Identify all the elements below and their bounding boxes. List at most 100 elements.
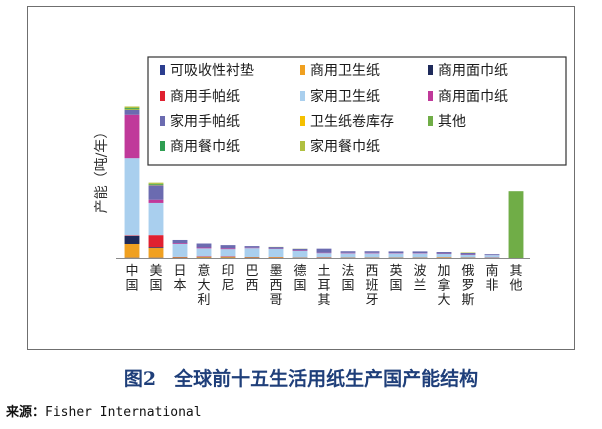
source-label: 来源： bbox=[6, 405, 46, 420]
legend-swatch bbox=[300, 116, 305, 126]
figure-number: 图2 bbox=[123, 368, 157, 390]
legend-label: 商用面巾纸 bbox=[438, 63, 508, 79]
bar-segment-9-4 bbox=[340, 253, 356, 258]
bar-segment-2-5 bbox=[172, 243, 188, 244]
bar-segment-0-2 bbox=[124, 235, 140, 244]
bar-segment-14-4 bbox=[460, 254, 476, 258]
legend-label: 家用手帕纸 bbox=[170, 113, 240, 130]
bar-segment-3-4 bbox=[196, 248, 212, 257]
bar-segment-14-6 bbox=[460, 253, 476, 255]
x-tick-label: 墨西哥 bbox=[269, 264, 282, 308]
bar-segment-3-6 bbox=[196, 243, 212, 248]
x-tick-label: 土耳其 bbox=[317, 264, 330, 308]
bar-segment-4-4 bbox=[220, 249, 236, 257]
legend-label: 商用卫生纸 bbox=[310, 63, 380, 79]
bar-segment-2-6 bbox=[172, 239, 188, 244]
legend-swatch bbox=[160, 91, 165, 101]
bar-segment-1-5 bbox=[148, 199, 164, 203]
y-axis-label: 产能（吨/年） bbox=[94, 125, 110, 214]
bar-segment-0-6 bbox=[124, 109, 140, 115]
bar-segment-6-6 bbox=[268, 247, 284, 249]
x-tick-label: 俄罗斯 bbox=[461, 264, 474, 308]
bar-segment-16-8 bbox=[508, 191, 524, 258]
x-tick-label: 西班牙 bbox=[365, 264, 378, 308]
x-tick-label: 日本 bbox=[173, 264, 186, 294]
legend-swatch bbox=[300, 65, 305, 75]
x-tick-label: 德国 bbox=[293, 264, 306, 294]
x-tick-label: 英国 bbox=[389, 264, 402, 294]
bar-segment-15-6 bbox=[484, 254, 500, 255]
bar-segment-4-1 bbox=[220, 257, 236, 258]
legend-label: 卫生纸卷库存 bbox=[310, 114, 394, 130]
bar-segment-1-9 bbox=[148, 183, 164, 185]
source-line: 来源：Fisher International bbox=[6, 401, 202, 420]
legend-swatch bbox=[428, 91, 433, 101]
legend-label: 家用餐巾纸 bbox=[310, 138, 380, 155]
bar-segment-4-5 bbox=[220, 248, 236, 250]
bar-segment-0-1 bbox=[124, 243, 140, 258]
legend-box bbox=[147, 56, 567, 166]
bar-segment-8-4 bbox=[316, 253, 332, 258]
x-tick-label: 美国 bbox=[149, 264, 162, 294]
bar-segment-5-4 bbox=[244, 248, 260, 258]
legend-swatch bbox=[300, 91, 305, 101]
legend-swatch bbox=[300, 141, 305, 151]
x-tick-label: 其他 bbox=[509, 264, 522, 294]
legend-swatch bbox=[160, 65, 165, 75]
bar-segment-1-4 bbox=[148, 202, 164, 236]
x-tick-label: 中国 bbox=[125, 264, 138, 294]
legend-label: 商用面巾纸 bbox=[438, 89, 508, 105]
bar-segment-1-3 bbox=[148, 235, 164, 248]
bar-segment-4-6 bbox=[220, 245, 236, 249]
figure-title: 全球前十五生活用纸生产国产能结构 bbox=[174, 368, 479, 390]
x-tick-label: 加拿大 bbox=[437, 264, 450, 308]
bar-segment-1-6 bbox=[148, 185, 164, 200]
bar-segment-12-4 bbox=[412, 253, 428, 258]
x-tick-label: 巴西 bbox=[245, 264, 258, 294]
bar-segment-15-4 bbox=[484, 255, 500, 258]
legend-label: 可吸收性衬垫 bbox=[170, 63, 254, 79]
bar-segment-6-1 bbox=[268, 257, 284, 258]
figure-caption: 图2 全球前十五生活用纸生产国产能结构 bbox=[0, 364, 602, 391]
bar-segment-9-6 bbox=[340, 251, 356, 253]
x-tick-label: 印尼 bbox=[221, 264, 234, 294]
legend-label: 商用餐巾纸 bbox=[170, 139, 240, 155]
bar-segment-12-6 bbox=[412, 251, 428, 254]
x-tick-label: 意大利 bbox=[197, 263, 210, 308]
bar-segment-0-10 bbox=[124, 106, 140, 109]
stacked-bar-chart: 产能（吨/年） 中国美国日本意大利印尼巴西墨西哥德国土耳其法国西班牙英国波兰加拿… bbox=[94, 56, 567, 308]
bar-segment-5-6 bbox=[244, 246, 260, 248]
bar-segment-3-5 bbox=[196, 247, 212, 249]
bar-segment-11-6 bbox=[388, 251, 404, 254]
bar-segment-13-6 bbox=[436, 252, 452, 254]
bar-segment-2-4 bbox=[172, 243, 188, 257]
bar-segment-1-10 bbox=[148, 182, 164, 184]
bar-segment-0-5 bbox=[124, 114, 140, 159]
bar-segment-0-9 bbox=[124, 108, 140, 110]
chart-frame: 产能（吨/年） 中国 美国 日本 意大利 印尼 巴西 墨西哥 德国 土耳其 法国 西班牙 英国 波兰 加拿… bbox=[27, 6, 575, 350]
bar-segment-6-4 bbox=[268, 248, 284, 258]
x-tick-label: 南非 bbox=[485, 263, 498, 294]
legend-swatch bbox=[428, 65, 433, 75]
bar-segment-3-1 bbox=[196, 257, 212, 258]
bar-segment-10-4 bbox=[364, 253, 380, 258]
bar-segment-0-4 bbox=[124, 158, 140, 236]
bar-segment-8-6 bbox=[316, 248, 332, 253]
legend-swatch bbox=[160, 116, 165, 126]
bar-segment-13-4 bbox=[436, 253, 452, 258]
bar-segment-7-4 bbox=[292, 250, 308, 258]
x-tick-label: 波兰 bbox=[413, 264, 426, 294]
x-tick-label: 法国 bbox=[341, 264, 354, 294]
legend-label: 其他 bbox=[438, 114, 466, 130]
bar-segment-1-1 bbox=[148, 248, 164, 258]
legend-swatch bbox=[428, 116, 433, 126]
bar-segment-10-6 bbox=[364, 251, 380, 253]
bar-segment-1-2 bbox=[148, 247, 164, 249]
legend-swatch bbox=[160, 141, 165, 151]
legend-label: 商用手帕纸 bbox=[170, 89, 240, 105]
bar-segment-7-6 bbox=[292, 248, 308, 251]
bars-group bbox=[124, 106, 524, 258]
legend-label: 家用卫生纸 bbox=[310, 88, 380, 105]
